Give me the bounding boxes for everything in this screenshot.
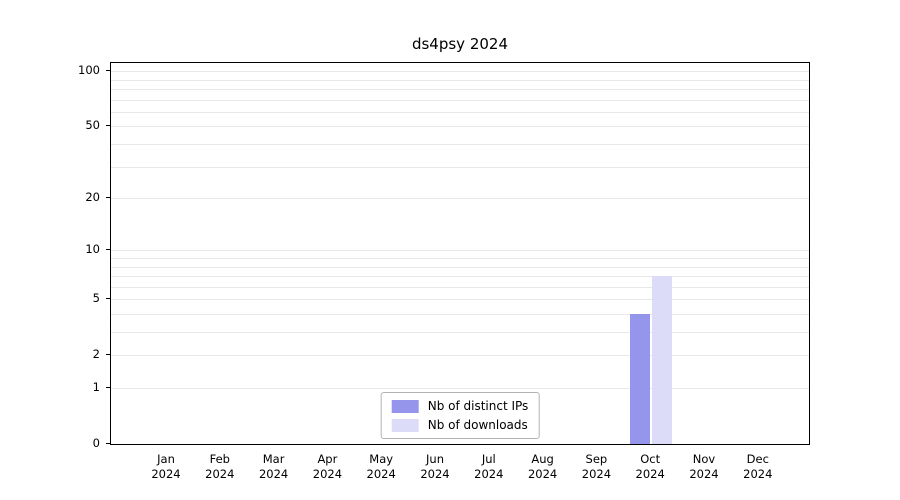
- y-axis-tick-mark: [106, 443, 110, 444]
- gridline: [111, 266, 809, 268]
- x-axis-label: Aug 2024: [527, 452, 558, 481]
- y-axis-tick-label: 20: [85, 190, 100, 205]
- gridline: [111, 355, 809, 357]
- y-axis-tick-label: 100: [78, 63, 100, 78]
- legend-label-downloads: Nb of downloads: [427, 418, 528, 432]
- gridline: [111, 79, 809, 81]
- y-axis-tick-mark: [106, 387, 110, 388]
- y-axis-tick-label: 10: [85, 242, 100, 257]
- x-axis-label: Apr 2024: [312, 452, 343, 481]
- gridline: [111, 166, 809, 168]
- x-axis-label: Jul 2024: [474, 452, 504, 481]
- gridline: [111, 144, 809, 146]
- gridline: [111, 313, 809, 315]
- y-axis-tick-mark: [106, 125, 110, 127]
- gridline: [111, 276, 809, 278]
- legend-item-distinct-ips: Nb of distinct IPs: [391, 399, 529, 413]
- y-axis-tick-mark: [106, 354, 110, 356]
- gridline: [111, 198, 809, 200]
- y-axis-tick-label: 5: [92, 291, 100, 306]
- x-axis-label: Jan 2024: [151, 452, 181, 481]
- gridline: [111, 258, 809, 259]
- x-axis-label: Dec 2024: [743, 452, 773, 481]
- y-axis-tick-mark: [106, 249, 110, 251]
- legend-item-downloads: Nb of downloads: [391, 418, 529, 432]
- gridline: [111, 111, 809, 113]
- y-axis-tick-mark: [106, 197, 110, 199]
- gridline: [111, 332, 809, 334]
- gridline: [111, 299, 809, 301]
- gridline: [111, 89, 809, 91]
- gridline: [111, 71, 809, 73]
- gridline: [111, 126, 809, 128]
- x-axis-label: Mar 2024: [258, 452, 289, 481]
- y-axis-tick-label: 1: [92, 380, 100, 394]
- gridline: [111, 388, 809, 389]
- gridline: [111, 250, 809, 252]
- legend-swatch-distinct-ips: [391, 399, 419, 413]
- gridline: [111, 286, 809, 288]
- x-axis-label: Oct 2024: [635, 452, 665, 481]
- x-axis-label: Nov 2024: [689, 452, 719, 481]
- y-axis-tick-mark: [106, 298, 110, 300]
- chart-title: ds4psy 2024: [411, 35, 509, 53]
- x-axis-label: Sep 2024: [581, 452, 612, 481]
- bar-downloads: [652, 276, 673, 444]
- legend-label-distinct-ips: Nb of distinct IPs: [427, 399, 529, 413]
- x-axis-label: May 2024: [366, 452, 396, 481]
- bar-distinct-ips: [630, 313, 651, 444]
- gridline: [111, 99, 809, 101]
- x-axis-label: Jun 2024: [420, 452, 450, 481]
- plot-area: Nb of distinct IPs Nb of downloads: [110, 62, 810, 445]
- x-axis-label: Feb 2024: [205, 452, 235, 481]
- legend: Nb of distinct IPs Nb of downloads: [380, 392, 540, 439]
- y-axis-tick-mark: [106, 70, 110, 72]
- y-axis-tick-label: 2: [92, 347, 100, 362]
- legend-swatch-downloads: [391, 418, 419, 432]
- y-axis-tick-label: 0: [92, 436, 100, 450]
- y-axis-tick-label: 50: [85, 118, 100, 133]
